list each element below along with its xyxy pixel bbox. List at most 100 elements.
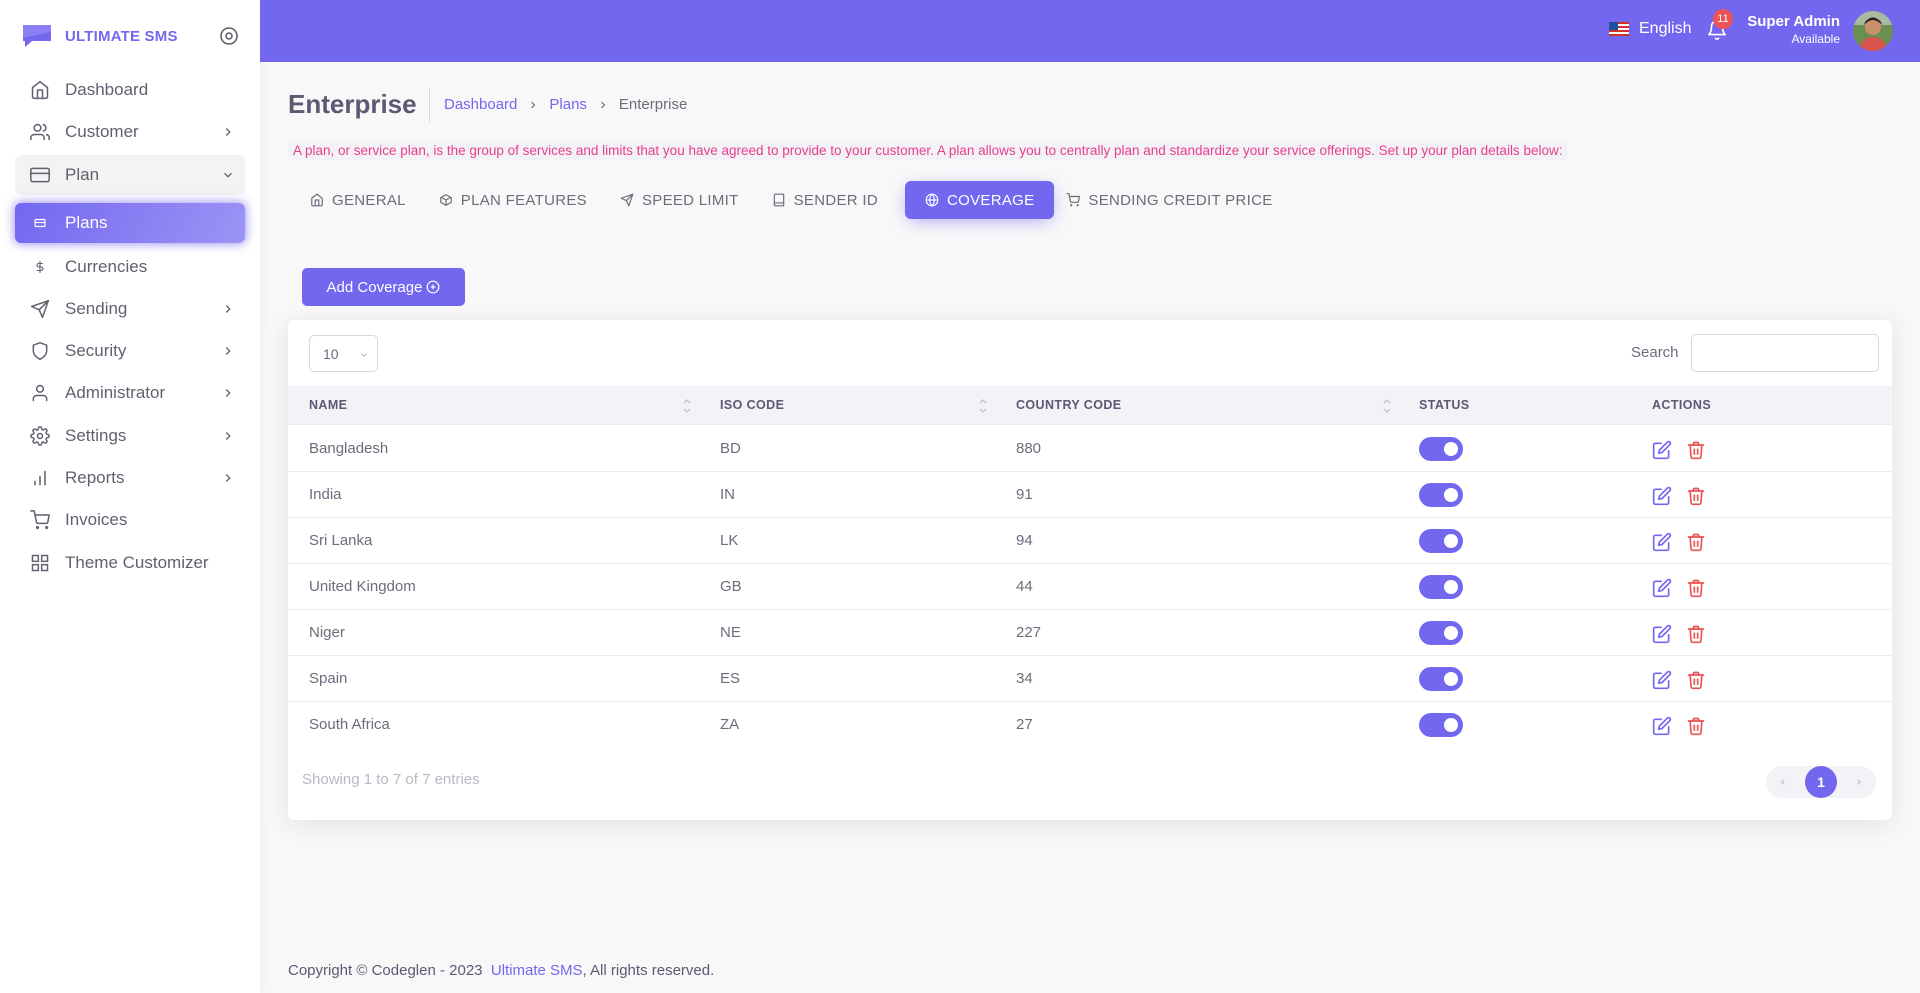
- sidebar-item-administrator[interactable]: Administrator: [15, 373, 245, 413]
- edit-icon[interactable]: [1652, 486, 1672, 506]
- column-header-name[interactable]: NAME: [309, 398, 348, 412]
- language-selector[interactable]: English: [1609, 20, 1691, 38]
- sidebar-collapse-toggle-icon[interactable]: [219, 26, 239, 46]
- sidebar-item-dashboard[interactable]: Dashboard: [15, 70, 245, 110]
- edit-icon[interactable]: [1652, 670, 1672, 690]
- sidebar-item-security[interactable]: Security: [15, 331, 245, 371]
- credit-card-icon: [29, 164, 51, 186]
- sidebar-item-plans[interactable]: Plans: [15, 202, 245, 243]
- sidebar-item-settings[interactable]: Settings: [15, 416, 245, 456]
- breadcrumb-current: Enterprise: [618, 96, 688, 113]
- status-toggle[interactable]: [1419, 713, 1463, 737]
- language-label: English: [1639, 20, 1692, 37]
- status-toggle[interactable]: [1419, 483, 1463, 507]
- chevron-right-icon: [225, 347, 231, 356]
- sidebar-item-label: Settings: [65, 425, 127, 445]
- sidebar-item-label: Dashboard: [65, 80, 149, 99]
- chat-bubble-logo-icon: [23, 25, 51, 47]
- column-header-actions: ACTIONS: [1652, 398, 1712, 412]
- edit-icon[interactable]: [1652, 578, 1672, 598]
- sidebar-item-label: Reports: [65, 468, 125, 488]
- trash-icon[interactable]: [1686, 670, 1706, 690]
- plan-description-note: A plan, or service plan, is the group of…: [288, 141, 1568, 160]
- cell-iso-code: BD: [720, 440, 741, 457]
- add-coverage-button[interactable]: Add Coverage: [302, 268, 465, 306]
- sidebar-item-label: Security: [65, 341, 127, 361]
- status-toggle[interactable]: [1419, 437, 1463, 461]
- edit-icon[interactable]: [1652, 440, 1672, 460]
- tab-label: SPEED LIMIT: [641, 191, 739, 209]
- home-icon: [311, 193, 323, 207]
- chevron-right-icon: [225, 474, 231, 483]
- user-icon: [29, 382, 51, 404]
- send-icon: [620, 193, 634, 207]
- page-length-select[interactable]: 10: [309, 335, 378, 372]
- sidebar-item-label: Plan: [65, 164, 100, 184]
- table-row: Sri Lanka LK 94: [288, 518, 1892, 564]
- cell-name: United Kingdom: [309, 578, 416, 595]
- edit-icon[interactable]: [1652, 532, 1672, 552]
- chevron-left-icon: [1781, 779, 1785, 785]
- tab-plan-features[interactable]: PLAN FEATURES: [429, 181, 608, 219]
- cell-country-code: 880: [1016, 440, 1042, 457]
- sort-icon[interactable]: [682, 397, 692, 415]
- sidebar-item-sending[interactable]: Sending: [15, 289, 245, 329]
- sidebar-item-theme-customizer[interactable]: Theme Customizer: [15, 543, 245, 583]
- table-row: Niger NE 227: [288, 610, 1892, 656]
- trash-icon[interactable]: [1686, 578, 1706, 598]
- plan-tabs: GENERAL PLAN FEATURES SPEED LIMIT SENDER…: [300, 181, 1296, 219]
- edit-icon[interactable]: [1652, 716, 1672, 736]
- status-toggle[interactable]: [1419, 529, 1463, 553]
- status-toggle[interactable]: [1419, 575, 1463, 599]
- tab-sender-id[interactable]: SENDER ID: [762, 181, 899, 219]
- user-menu[interactable]: Super Admin Available: [1747, 13, 1840, 46]
- grid-icon: [29, 552, 51, 574]
- breadcrumb-plans-link[interactable]: Plans: [549, 96, 587, 113]
- tab-coverage[interactable]: COVERAGE: [905, 181, 1055, 219]
- us-flag-icon: [1609, 22, 1629, 36]
- tab-speed-limit[interactable]: SPEED LIMIT: [610, 181, 760, 219]
- tab-sending-credit-price[interactable]: SENDING CREDIT PRICE: [1056, 181, 1293, 219]
- add-coverage-label: Add Coverage: [326, 278, 423, 296]
- sidebar-menu: Dashboard Customer Plan Plans: [15, 70, 245, 585]
- pagination-page-current[interactable]: 1: [1805, 766, 1837, 798]
- sidebar-item-label: Invoices: [65, 510, 128, 530]
- trash-icon[interactable]: [1686, 486, 1706, 506]
- trash-icon[interactable]: [1686, 532, 1706, 552]
- trash-icon[interactable]: [1686, 716, 1706, 736]
- avatar[interactable]: [1853, 11, 1893, 51]
- table-info: Showing 1 to 7 of 7 entries: [302, 771, 480, 788]
- cell-name: South Africa: [309, 716, 390, 733]
- trash-icon[interactable]: [1686, 440, 1706, 460]
- search-input[interactable]: [1691, 334, 1879, 372]
- status-toggle[interactable]: [1419, 667, 1463, 691]
- home-icon: [29, 79, 51, 101]
- sidebar-item-reports[interactable]: Reports: [15, 458, 245, 498]
- footer-app-link[interactable]: Ultimate SMS: [490, 962, 583, 979]
- breadcrumb: Dashboard Plans Enterprise: [444, 96, 687, 113]
- cell-name: Sri Lanka: [309, 532, 373, 549]
- sidebar-item-plan[interactable]: Plan: [15, 154, 245, 195]
- tab-general[interactable]: GENERAL: [300, 181, 427, 219]
- dollar-icon: [29, 256, 51, 278]
- plans-icon: [29, 212, 51, 234]
- chevron-right-icon: [225, 431, 231, 440]
- column-header-iso-code[interactable]: ISO CODE: [720, 398, 785, 412]
- sidebar-item-invoices[interactable]: Invoices: [15, 500, 245, 540]
- sort-icon[interactable]: [1382, 397, 1392, 415]
- brand[interactable]: ULTIMATE SMS: [22, 24, 178, 48]
- pagination-next[interactable]: [1844, 767, 1874, 797]
- cell-name: India: [309, 486, 342, 503]
- gear-icon: [29, 425, 51, 447]
- sidebar-item-customer[interactable]: Customer: [15, 112, 245, 152]
- edit-icon[interactable]: [1652, 624, 1672, 644]
- pagination-previous[interactable]: [1768, 767, 1798, 797]
- trash-icon[interactable]: [1686, 624, 1706, 644]
- status-toggle[interactable]: [1419, 621, 1463, 645]
- column-header-country-code[interactable]: COUNTRY CODE: [1016, 398, 1122, 412]
- sort-icon[interactable]: [978, 397, 988, 415]
- breadcrumb-dashboard-link[interactable]: Dashboard: [444, 96, 518, 113]
- cell-country-code: 91: [1016, 486, 1033, 503]
- cell-iso-code: NE: [720, 624, 741, 641]
- sidebar-item-currencies[interactable]: Currencies: [15, 247, 245, 287]
